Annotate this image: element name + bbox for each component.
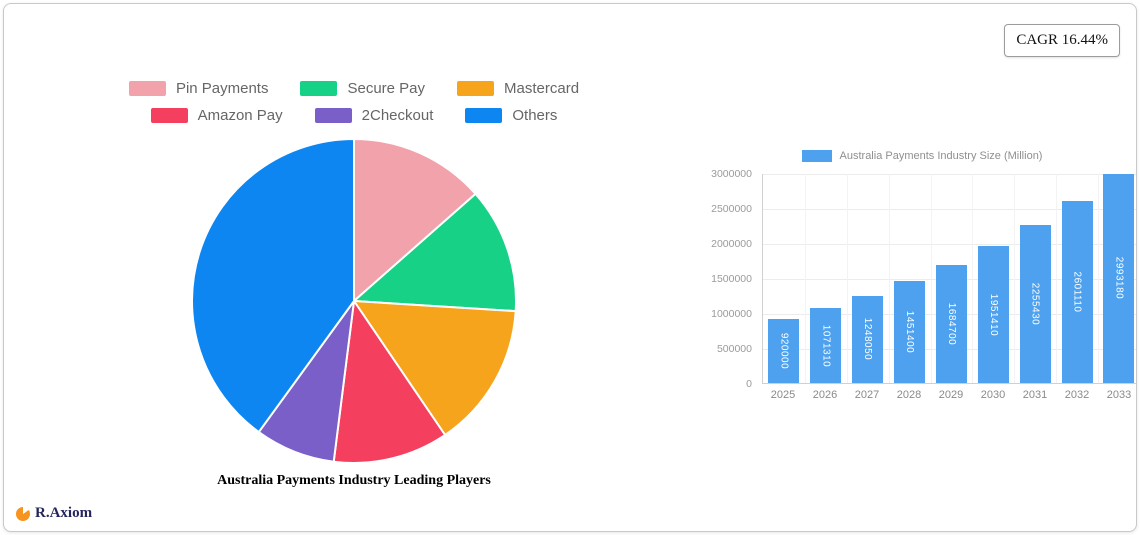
- bar-legend-swatch: [801, 150, 832, 162]
- legend-swatch-2checkout: [314, 108, 352, 123]
- pie-chart-section: Pin Payments Secure Pay Mastercard Amazon P…: [44, 80, 664, 489]
- bar-2032[interactable]: 2601110: [1061, 200, 1093, 383]
- bar-value-label: 1451400: [904, 310, 916, 354]
- legend-item-secure-pay[interactable]: Secure Pay: [300, 80, 425, 97]
- legend-item-amazon-pay[interactable]: Amazon Pay: [150, 107, 283, 124]
- y-axis-tick-label: 0: [746, 378, 752, 390]
- legend-swatch-pin-payments: [128, 81, 166, 96]
- bar-legend[interactable]: Australia Payments Industry Size (Millio…: [704, 150, 1136, 162]
- y-axis-tick-label: 500000: [716, 343, 752, 355]
- legend-item-2checkout[interactable]: 2Checkout: [314, 107, 434, 124]
- legend-swatch-secure-pay: [300, 81, 338, 96]
- legend-swatch-others: [465, 108, 503, 123]
- bar-chart-section: Australia Payments Industry Size (Millio…: [704, 150, 1136, 401]
- bar-2026[interactable]: 1071310: [810, 308, 842, 383]
- bar-value-label: 1248050: [862, 318, 874, 361]
- legend-label: Others: [512, 107, 558, 124]
- legend-item-pin-payments[interactable]: Pin Payments: [128, 80, 269, 97]
- legend-label: Pin Payments: [175, 80, 269, 97]
- brand-logo-icon: [16, 506, 30, 521]
- pie-slice-mastercard[interactable]: [353, 300, 517, 436]
- report-card: CAGR 16.44% Pin Payments Secure Pay Master…: [3, 3, 1137, 532]
- y-axis-tick-label: 1000000: [711, 308, 752, 320]
- bar-plot: 0 500000 1000000 1500000 2000000 2500000 30000…: [704, 168, 1136, 390]
- legend-label: Amazon Pay: [197, 107, 283, 124]
- legend-label: Mastercard: [504, 80, 580, 97]
- pie-slice-amazon-pay[interactable]: [332, 300, 447, 464]
- legend-item-mastercard[interactable]: Mastercard: [457, 80, 579, 97]
- x-axis-tick-label: 2030: [980, 389, 1006, 401]
- bar-2025[interactable]: 920000: [768, 318, 800, 383]
- bar-2028[interactable]: 1451400: [894, 281, 926, 383]
- v-gridline: [972, 174, 974, 383]
- pie-slice-secure-pay[interactable]: [353, 192, 517, 313]
- y-axis-tick-label: 2500000: [711, 203, 752, 215]
- v-gridline: [1014, 174, 1016, 383]
- x-axis-tick-label: 2026: [812, 389, 838, 401]
- bar-legend-label: Australia Payments Industry Size (Millio…: [839, 150, 1043, 162]
- bar-value-label: 920000: [778, 332, 790, 369]
- v-gridline: [930, 174, 932, 383]
- v-gridline: [846, 174, 848, 383]
- y-axis-tick-label: 2000000: [711, 238, 752, 250]
- y-axis-labels: 0 500000 1000000 1500000 2000000 2500000 30000…: [704, 168, 762, 390]
- x-axis-labels: 2025 2026 2027 2028 2029 2030 2031 2032 2033: [762, 389, 1136, 401]
- bar-value-label: 1684700: [945, 302, 957, 346]
- pie-chart[interactable]: [189, 136, 519, 466]
- legend-row: Amazon Pay 2Checkout Others: [150, 107, 557, 124]
- pie-chart-title: Australia Payments Industry Leading Play…: [217, 473, 491, 488]
- x-axis-tick-label: 2032: [1064, 389, 1090, 401]
- legend-label: Secure Pay: [347, 80, 426, 97]
- pie-slice-pin-payments[interactable]: [353, 138, 477, 302]
- bar-value-label: 2993180: [1113, 257, 1125, 300]
- bar-value-label: 2255430: [1029, 282, 1041, 326]
- h-gridline: [763, 244, 1136, 245]
- x-axis-tick-label: 2028: [896, 389, 922, 401]
- x-axis-tick-label: 2031: [1022, 389, 1048, 401]
- brand-logo: R.Axiom: [16, 505, 92, 522]
- legend-swatch-mastercard: [457, 81, 495, 96]
- bar-value-label: 2601110: [1071, 271, 1083, 313]
- h-gridline: [763, 209, 1136, 210]
- x-axis-tick-label: 2029: [938, 389, 964, 401]
- cagr-badge: CAGR 16.44%: [1004, 24, 1120, 57]
- v-gridline: [1056, 174, 1058, 383]
- plot-area: 920000 1071310 1248050 1451400 1684700 195141…: [762, 173, 1136, 384]
- y-axis-tick-label: 3000000: [711, 168, 752, 180]
- bar-2031[interactable]: 2255430: [1019, 225, 1051, 383]
- pie-legend: Pin Payments Secure Pay Mastercard Amazon P…: [128, 80, 579, 124]
- legend-item-others[interactable]: Others: [465, 107, 557, 124]
- bar-2030[interactable]: 1951410: [977, 246, 1009, 383]
- bar-2029[interactable]: 1684700: [935, 265, 967, 383]
- legend-label: 2Checkout: [361, 107, 434, 124]
- y-axis-tick-label: 1500000: [711, 273, 752, 285]
- x-axis-tick-label: 2025: [770, 389, 796, 401]
- bar-value-label: 1071310: [820, 324, 832, 367]
- v-gridline: [888, 174, 890, 383]
- bar-2027[interactable]: 1248050: [852, 295, 884, 383]
- brand-name: R.Axiom: [35, 505, 93, 521]
- v-gridline: [804, 174, 806, 383]
- legend-row: Pin Payments Secure Pay Mastercard: [128, 80, 579, 97]
- h-gridline: [763, 174, 1136, 175]
- bar-value-label: 1951410: [987, 293, 999, 336]
- x-axis-tick-label: 2033: [1106, 389, 1132, 401]
- legend-swatch-amazon-pay: [150, 108, 188, 123]
- v-gridline: [1098, 174, 1100, 383]
- bars-container: 920000 1071310 1248050 1451400 1684700 195141…: [763, 173, 1136, 383]
- x-axis-tick-label: 2027: [854, 389, 880, 401]
- bar-2033[interactable]: 2993180: [1103, 173, 1135, 383]
- pie-slice-others[interactable]: [191, 138, 355, 434]
